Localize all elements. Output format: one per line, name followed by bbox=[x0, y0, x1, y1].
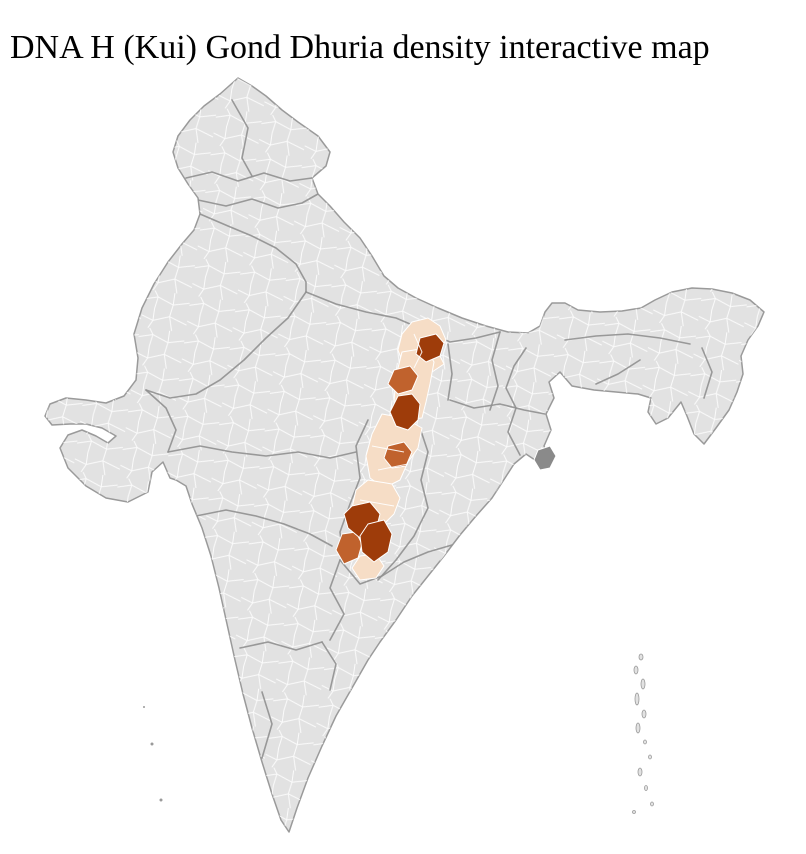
highlighted-districts[interactable] bbox=[335, 317, 557, 581]
district-region-high[interactable] bbox=[359, 519, 393, 563]
lakshadweep-islands bbox=[143, 706, 163, 802]
district-region-high[interactable] bbox=[415, 333, 445, 363]
district-mesh-overlay bbox=[45, 78, 764, 832]
district-region-medium[interactable] bbox=[383, 441, 413, 469]
district-region-medium[interactable] bbox=[387, 365, 419, 395]
district-region-high[interactable] bbox=[389, 393, 421, 431]
district-region-gray[interactable] bbox=[533, 445, 557, 471]
andaman-islands bbox=[632, 653, 654, 814]
page-title: DNA H (Kui) Gond Dhuria density interact… bbox=[10, 28, 710, 66]
district-divider-lines bbox=[359, 333, 423, 507]
